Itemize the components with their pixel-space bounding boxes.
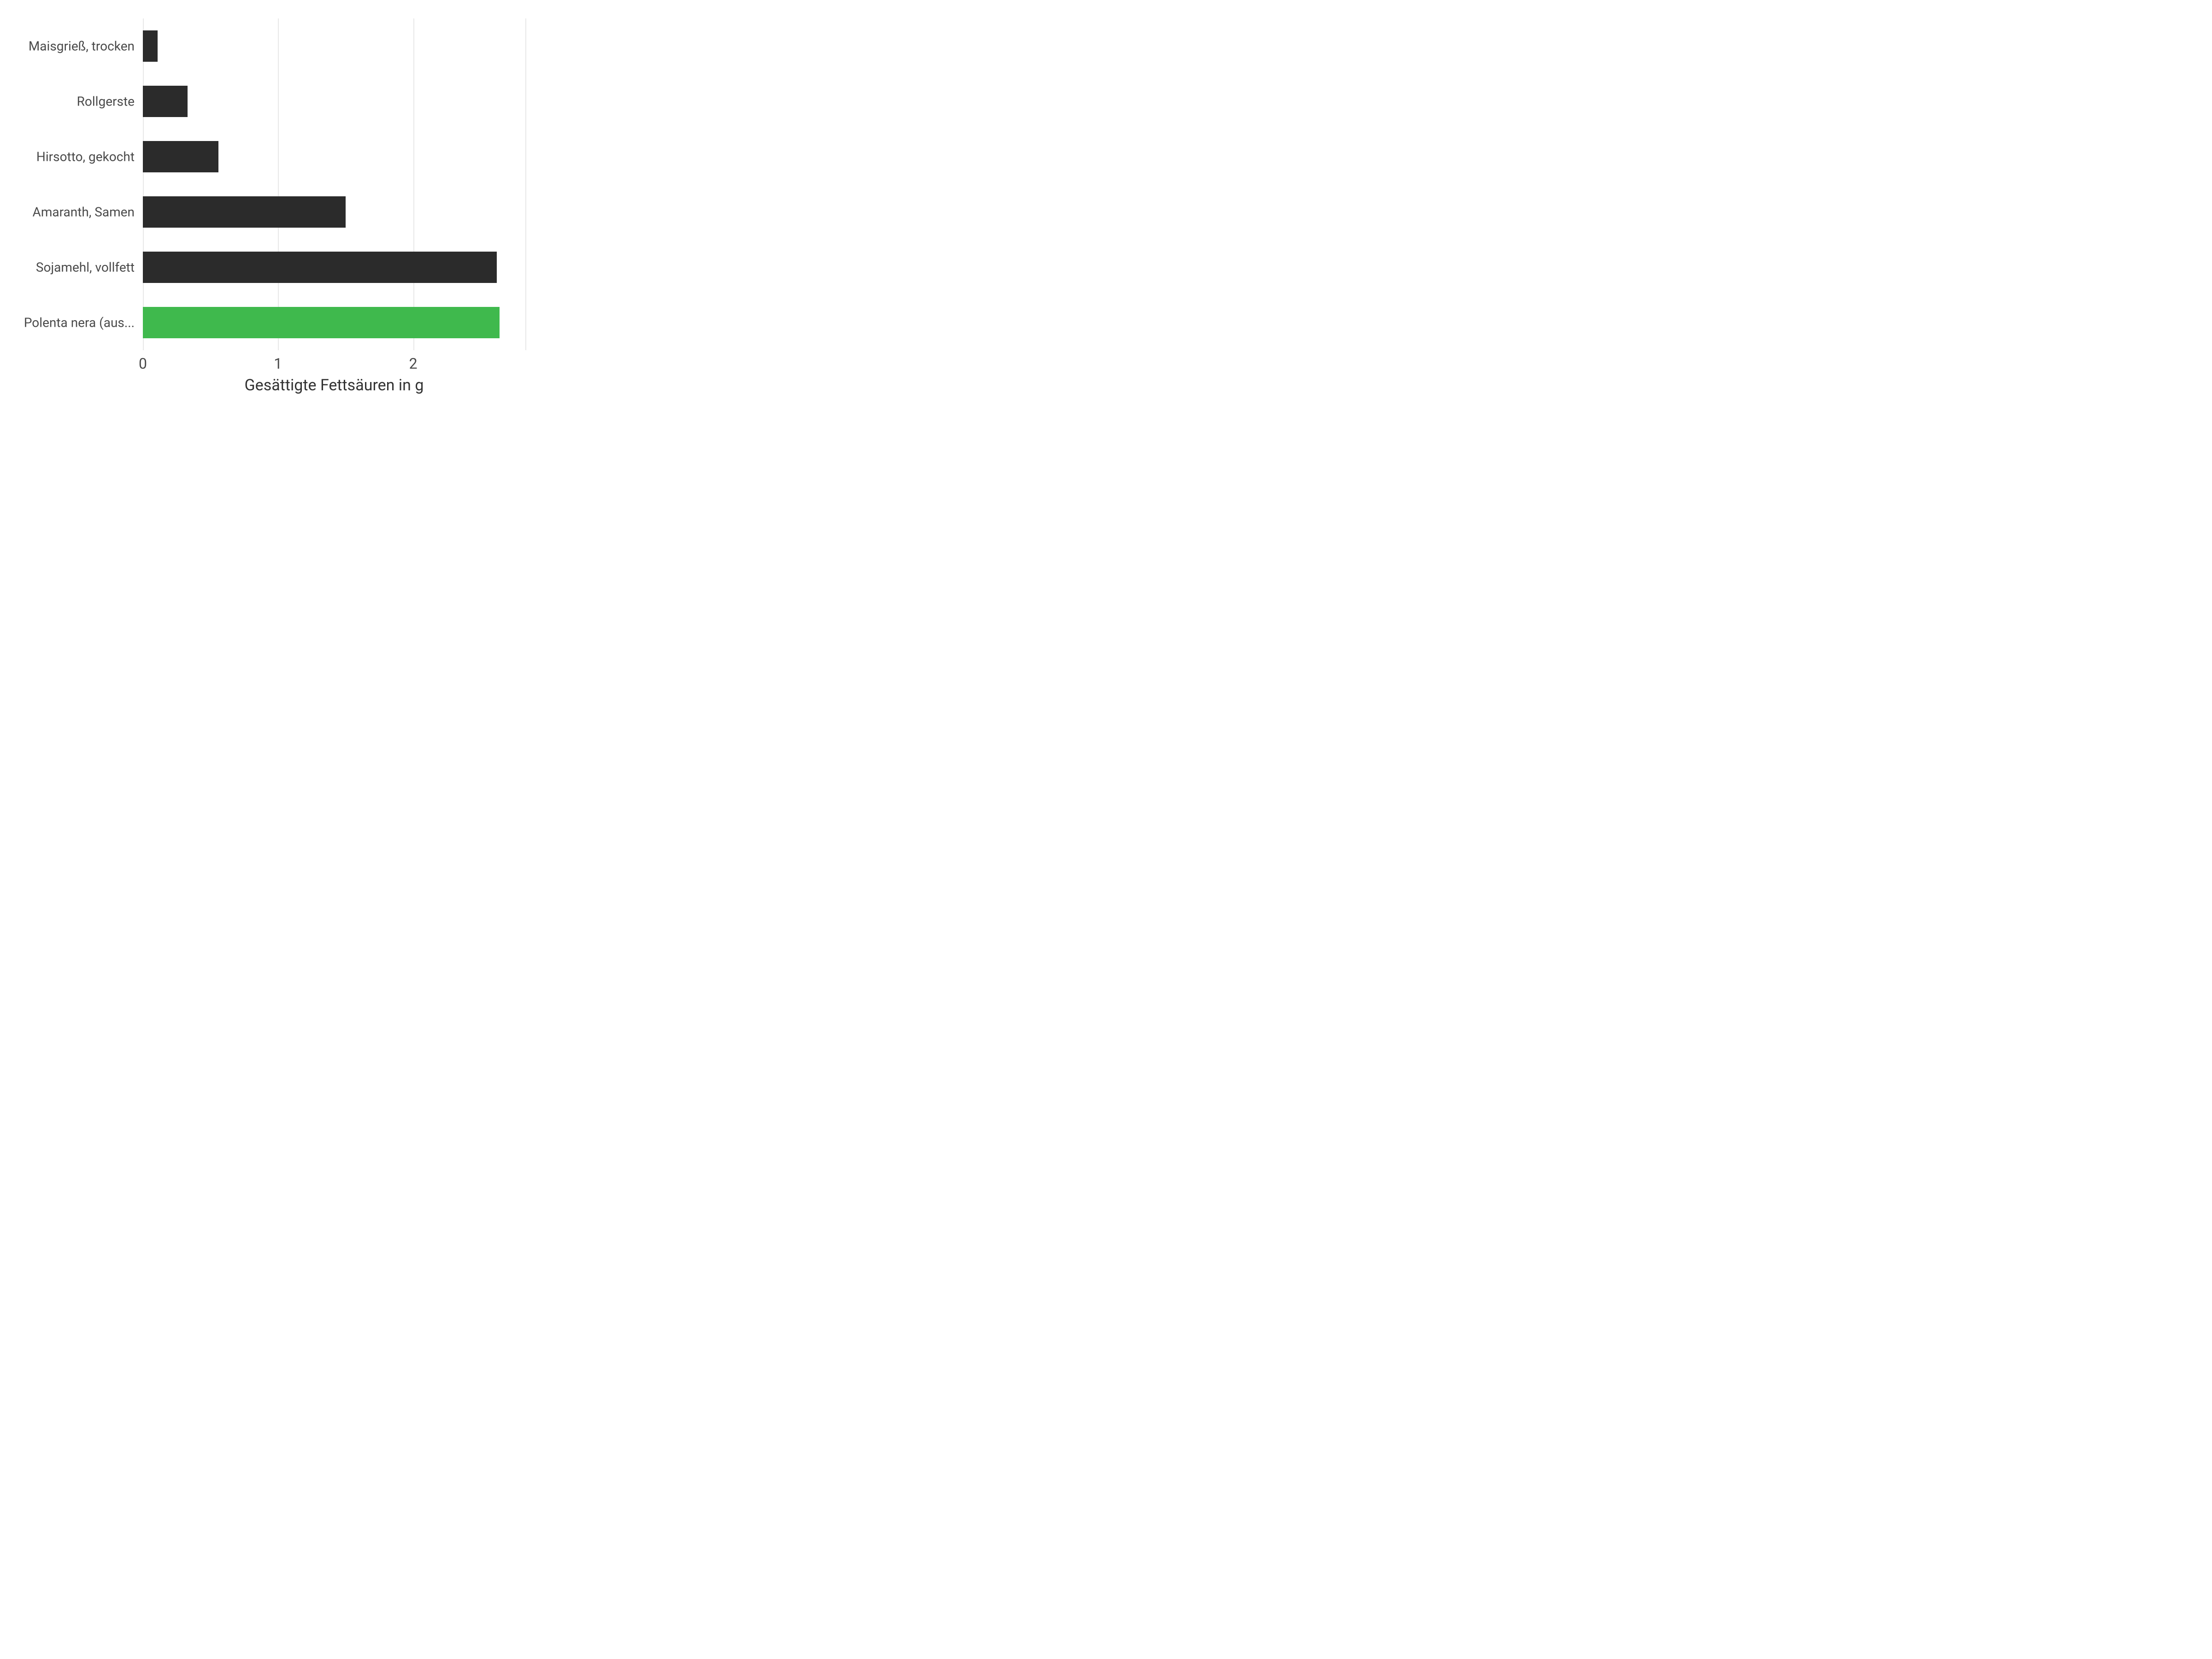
bar-chart: 012Maisgrieß, trockenRollgersteHirsotto,… xyxy=(0,0,553,415)
grid-line xyxy=(278,18,279,350)
bar xyxy=(143,86,188,117)
y-axis-label: Sojamehl, vollfett xyxy=(36,260,143,275)
grid-line xyxy=(525,18,526,350)
x-axis-title: Gesättigte Fettsäuren in g xyxy=(143,350,525,394)
y-axis-label: Polenta nera (aus... xyxy=(24,315,143,330)
bar xyxy=(143,252,497,282)
bar xyxy=(143,30,158,61)
bar xyxy=(143,141,218,172)
bar-highlight xyxy=(143,307,500,338)
y-axis-label: Rollgerste xyxy=(77,94,143,109)
y-axis-label: Amaranth, Samen xyxy=(33,205,143,220)
y-axis-label: Hirsotto, gekocht xyxy=(36,149,143,165)
bar xyxy=(143,196,346,227)
grid-line xyxy=(143,18,144,350)
plot-area: 012Maisgrieß, trockenRollgersteHirsotto,… xyxy=(143,18,525,350)
y-axis-label: Maisgrieß, trocken xyxy=(29,39,143,54)
grid-line xyxy=(413,18,414,350)
